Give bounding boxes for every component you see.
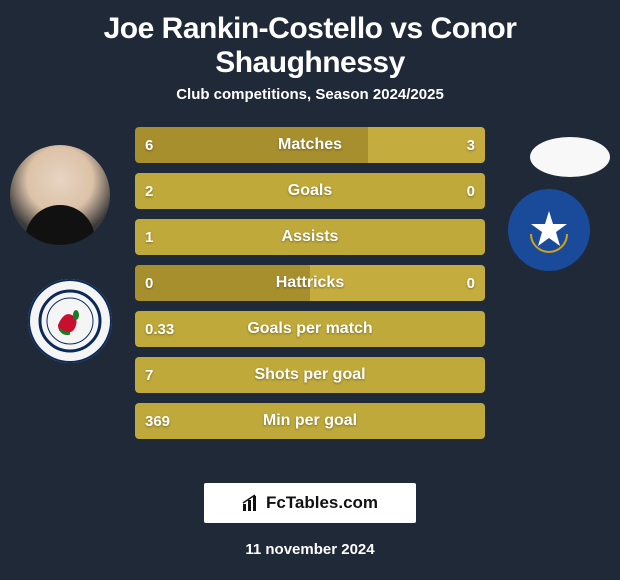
stat-rows: Matches63Goals20Assists1Hattricks00Goals… xyxy=(135,127,485,449)
stat-row: Min per goal369 xyxy=(135,403,485,439)
player-left-avatar xyxy=(10,145,110,245)
stat-value-left: 7 xyxy=(145,367,153,384)
stat-value-left: 2 xyxy=(145,183,153,200)
stat-row: Hattricks0 0 xyxy=(135,265,485,301)
stat-value-right: 3 xyxy=(467,137,475,154)
stat-row: Matches6 3 xyxy=(135,127,485,163)
stat-value-left: 1 xyxy=(145,229,153,246)
stat-label: Goals per match xyxy=(135,320,485,338)
stat-value-left: 6 xyxy=(145,137,153,154)
subtitle: Club competitions, Season 2024/2025 xyxy=(0,86,620,121)
date-stamp: 11 november 2024 xyxy=(0,523,620,558)
club-right-badge xyxy=(508,189,590,271)
stat-label: Shots per goal xyxy=(135,366,485,384)
club-left-badge xyxy=(28,279,112,363)
page-title: Joe Rankin-Costello vs Conor Shaughnessy xyxy=(0,0,620,86)
branding-text: FcTables.com xyxy=(266,493,378,513)
stat-value-left: 369 xyxy=(145,413,170,430)
stat-row: Goals2 0 xyxy=(135,173,485,209)
stat-label: Matches xyxy=(135,136,485,154)
portsmouth-crest-icon xyxy=(524,205,574,255)
stat-value-right: 0 xyxy=(467,183,475,200)
branding-badge[interactable]: FcTables.com xyxy=(204,483,416,523)
stat-label: Assists xyxy=(135,228,485,246)
stat-label: Min per goal xyxy=(135,412,485,430)
stat-row: Shots per goal7 xyxy=(135,357,485,393)
stat-value-right: 0 xyxy=(467,275,475,292)
stat-value-left: 0.33 xyxy=(145,321,174,338)
chart-icon xyxy=(242,494,260,512)
stat-value-left: 0 xyxy=(145,275,153,292)
stat-label: Hattricks xyxy=(135,274,485,292)
stat-row: Goals per match0.33 xyxy=(135,311,485,347)
stat-row: Assists1 xyxy=(135,219,485,255)
player-right-avatar xyxy=(530,137,610,177)
blackburn-crest-icon xyxy=(38,289,102,353)
stat-label: Goals xyxy=(135,182,485,200)
comparison-panel: Matches63Goals20Assists1Hattricks00Goals… xyxy=(0,121,620,471)
